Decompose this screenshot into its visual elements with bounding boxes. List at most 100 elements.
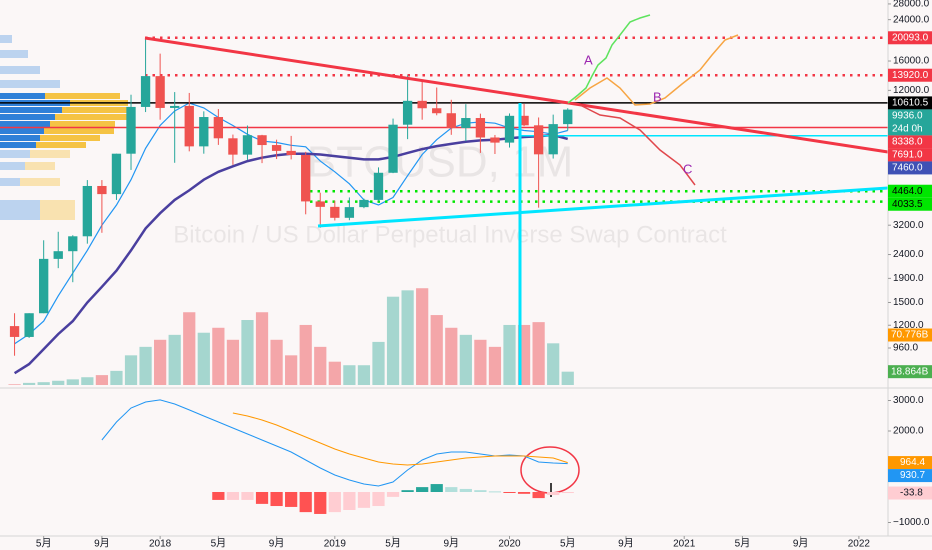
candle-body	[97, 185, 107, 195]
volume-bar	[328, 361, 341, 385]
volume-bar	[561, 371, 574, 385]
y-tick-label: 3200.0	[893, 220, 924, 231]
volume-bar	[124, 355, 138, 385]
histogram-bar	[503, 491, 516, 493]
value-tag	[888, 486, 932, 500]
candle-body	[359, 199, 369, 208]
price-tag	[888, 161, 932, 175]
price-tag-label: 20093.0	[892, 32, 929, 43]
histogram-bar	[517, 491, 531, 494]
volume-bar	[8, 384, 21, 385]
volume-bar	[430, 315, 443, 385]
axis-layer: 28000.024000.020000.016000.012000.03200.…	[36, 0, 932, 550]
x-tick-label: 9月	[443, 538, 459, 550]
macd-layer	[101, 399, 574, 514]
candle-body	[432, 108, 442, 114]
candle-body	[24, 313, 34, 337]
candle-body	[68, 236, 78, 252]
histogram-bar	[445, 487, 458, 492]
histogram-bar	[386, 491, 400, 497]
x-tick-label: 2021	[673, 539, 696, 550]
candle-body	[228, 138, 238, 155]
price-tag-label: 10610.5	[892, 98, 929, 109]
x-tick-label: 5月	[560, 538, 576, 550]
y-tick-label: 12000.0	[893, 85, 930, 96]
candle-body	[475, 118, 486, 138]
watermark-subtitle: Bitcoin / US Dollar Perpetual Inverse Sw…	[173, 221, 727, 248]
price-tag	[888, 197, 932, 211]
indicator-layer	[0, 36, 888, 375]
volume-bar	[285, 355, 298, 385]
histogram-bar	[343, 491, 356, 510]
volume-bar	[226, 339, 240, 385]
candle-body	[461, 118, 471, 128]
histogram-bar	[561, 491, 574, 494]
value-tag-label: 930.7	[900, 470, 925, 481]
candle-body	[330, 206, 340, 218]
volume-bar	[386, 296, 400, 385]
volume-bar	[416, 288, 429, 385]
histogram-bar	[285, 491, 298, 507]
histogram-bar	[255, 491, 269, 504]
volume-bar	[401, 290, 414, 385]
price-tag-label: 7691.0	[892, 150, 923, 161]
y-tick-label: 1500.0	[893, 297, 924, 308]
price-tag	[888, 184, 932, 198]
histogram-bar	[401, 490, 414, 492]
volume-bar	[183, 312, 196, 385]
price-tag	[888, 148, 932, 162]
volume-bar	[212, 327, 225, 385]
volume-profile	[0, 35, 130, 220]
y-tick-label: 16000.0	[893, 56, 930, 67]
y-tick-label: −1000.0	[893, 517, 930, 528]
x-tick-label: 9月	[94, 538, 110, 550]
histogram-bar	[357, 491, 371, 508]
candle-body	[402, 100, 413, 125]
histogram-bar	[532, 491, 545, 499]
candle-body	[446, 113, 456, 128]
x-tick-label: 5月	[36, 538, 52, 550]
x-tick-label: 2022	[848, 539, 871, 550]
y-tick-label: 1200.0	[893, 320, 924, 331]
volume-bar	[52, 380, 65, 385]
volume-bar	[66, 379, 79, 385]
x-tick-label: 5月	[385, 538, 401, 550]
volume-bar	[532, 322, 545, 385]
candle-body	[563, 109, 573, 125]
candle-body	[315, 201, 325, 207]
volume-layer	[8, 288, 574, 385]
volume-bar	[37, 382, 50, 385]
price-tag-label: 4033.5	[892, 199, 923, 210]
candle-body	[344, 207, 355, 218]
candle-body	[140, 76, 151, 107]
volume-bar	[547, 343, 560, 385]
histogram-bar	[299, 491, 312, 513]
histogram-bar	[488, 491, 502, 493]
volume-bar	[357, 365, 371, 385]
histogram-bar	[328, 491, 341, 513]
x-tick-label: 9月	[618, 538, 634, 550]
candle-body	[257, 135, 267, 146]
volume-bar	[81, 377, 94, 385]
histogram-bar	[459, 488, 472, 492]
y-tick-label: 2400.0	[893, 249, 924, 260]
y-tick-label: 28000.0	[893, 0, 930, 10]
candle-body	[126, 106, 136, 154]
candle-body	[170, 105, 180, 108]
volume-bar	[110, 370, 123, 385]
volume-bar	[488, 346, 502, 385]
volume-bar	[95, 375, 109, 385]
candle-body	[111, 153, 122, 195]
volume-bar	[197, 332, 210, 385]
candle-body	[271, 145, 282, 151]
candle-body	[388, 124, 398, 173]
x-tick-label: 2019	[324, 539, 347, 550]
volume-bar	[459, 334, 472, 385]
value-tag-label: 964.4	[900, 457, 925, 468]
histogram-bar	[372, 491, 385, 507]
y-tick-label: 2000.0	[893, 426, 924, 437]
annotation-label: B	[653, 89, 662, 104]
x-tick-label: 2020	[498, 539, 521, 550]
candle-body	[39, 258, 49, 314]
candle-body	[155, 76, 165, 108]
